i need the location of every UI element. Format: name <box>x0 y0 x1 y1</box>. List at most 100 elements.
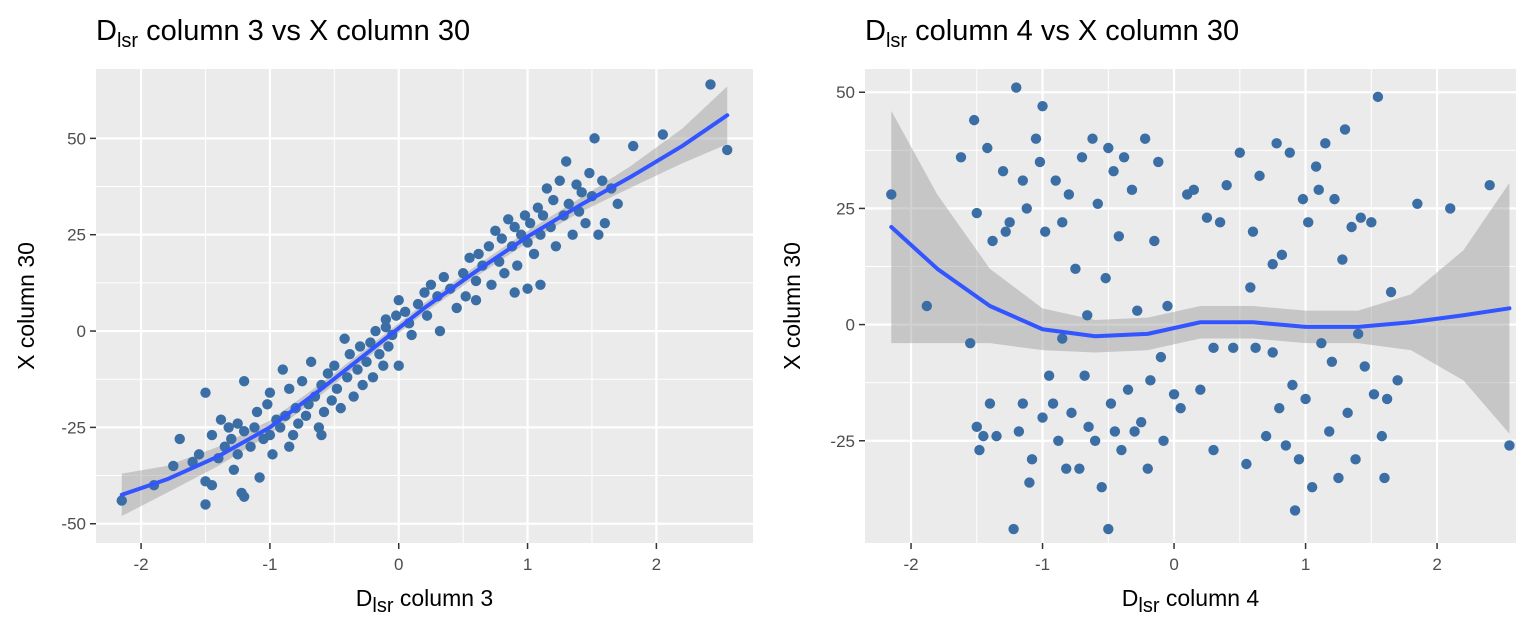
data-point <box>1208 342 1219 354</box>
data-point <box>522 283 533 294</box>
data-point <box>1116 444 1127 456</box>
data-point <box>524 217 536 229</box>
data-point <box>1050 175 1061 186</box>
data-point <box>193 449 205 460</box>
data-point <box>997 166 1009 177</box>
data-point <box>1392 375 1403 386</box>
data-point <box>378 360 389 371</box>
data-point <box>512 260 523 271</box>
data-point <box>434 325 446 337</box>
data-point <box>1158 435 1169 446</box>
data-point <box>1145 375 1156 386</box>
data-point <box>589 133 600 144</box>
data-point <box>1287 379 1298 391</box>
data-point <box>1381 393 1393 405</box>
x-tick-label: 1 <box>1301 555 1310 574</box>
chart-title: Dlsr column 3 vs X column 30 <box>96 15 470 52</box>
data-point <box>296 375 308 387</box>
data-point <box>238 375 250 387</box>
data-point <box>1379 472 1390 484</box>
smooth-fit-line <box>889 225 1512 339</box>
data-point <box>1100 272 1111 284</box>
data-points <box>116 79 733 510</box>
data-point <box>1039 226 1051 237</box>
data-point <box>342 372 353 383</box>
data-point <box>1162 300 1173 312</box>
data-point <box>1118 152 1130 163</box>
data-point <box>1320 138 1331 149</box>
data-point <box>1066 407 1077 419</box>
data-point <box>1284 147 1295 158</box>
data-point <box>1297 193 1309 205</box>
data-point <box>597 175 608 186</box>
data-point <box>1324 426 1335 437</box>
data-point <box>554 175 565 186</box>
data-point <box>550 241 562 252</box>
data-point <box>262 399 273 410</box>
data-point <box>991 430 1002 442</box>
data-point <box>541 183 553 194</box>
data-point <box>1089 435 1101 446</box>
data-point <box>1103 142 1114 154</box>
data-point <box>593 229 604 240</box>
data-point <box>1047 398 1059 409</box>
data-point <box>264 387 276 398</box>
data-point <box>1017 175 1029 186</box>
data-point <box>1228 342 1239 354</box>
data-point <box>537 210 549 221</box>
data-point <box>232 418 243 429</box>
data-point <box>412 298 424 310</box>
data-point <box>1372 91 1384 103</box>
data-point <box>1034 156 1046 168</box>
data-point <box>1221 179 1232 191</box>
data-point <box>1316 337 1327 349</box>
data-point <box>352 364 363 375</box>
data-point <box>232 449 243 460</box>
data-point <box>921 300 933 312</box>
x-tick-label: 2 <box>652 555 661 574</box>
data-point <box>968 114 980 126</box>
data-point <box>1355 212 1367 223</box>
data-point <box>1061 463 1072 474</box>
data-point <box>438 271 450 283</box>
data-point <box>1306 482 1318 493</box>
chart-title: Dlsr column 4 vs X column 30 <box>865 15 1239 52</box>
data-point <box>249 422 260 433</box>
data-point <box>215 414 227 425</box>
data-point <box>1366 217 1377 228</box>
data-point <box>1234 147 1246 158</box>
data-point <box>1057 333 1068 344</box>
data-point <box>532 202 544 213</box>
data-point <box>580 217 591 229</box>
data-point <box>1260 430 1272 442</box>
data-point <box>348 391 359 402</box>
data-point <box>316 429 327 441</box>
data-point <box>473 248 484 260</box>
data-point <box>1109 426 1121 437</box>
data-point <box>1108 166 1119 177</box>
data-point <box>1000 226 1011 237</box>
data-point <box>425 279 437 291</box>
data-point <box>287 429 299 441</box>
data-point <box>1504 440 1515 451</box>
data-point <box>1359 361 1370 372</box>
data-point <box>519 210 531 221</box>
data-point <box>571 179 582 190</box>
data-point <box>1057 217 1068 228</box>
data-point <box>1188 184 1199 196</box>
data-point <box>1082 310 1093 321</box>
data-point <box>1135 416 1147 428</box>
y-axis-title: X column 30 <box>779 242 805 370</box>
data-point <box>228 464 240 475</box>
data-point <box>1017 398 1029 409</box>
data-point <box>1289 505 1301 516</box>
data-point <box>267 449 278 460</box>
data-point <box>886 189 897 200</box>
x-tick-label: -2 <box>134 555 149 574</box>
x-tick-label: -1 <box>262 555 277 574</box>
data-point <box>1030 133 1042 144</box>
data-point <box>1208 444 1219 456</box>
data-point <box>1267 347 1278 358</box>
data-point <box>987 235 998 247</box>
data-point <box>264 429 276 441</box>
